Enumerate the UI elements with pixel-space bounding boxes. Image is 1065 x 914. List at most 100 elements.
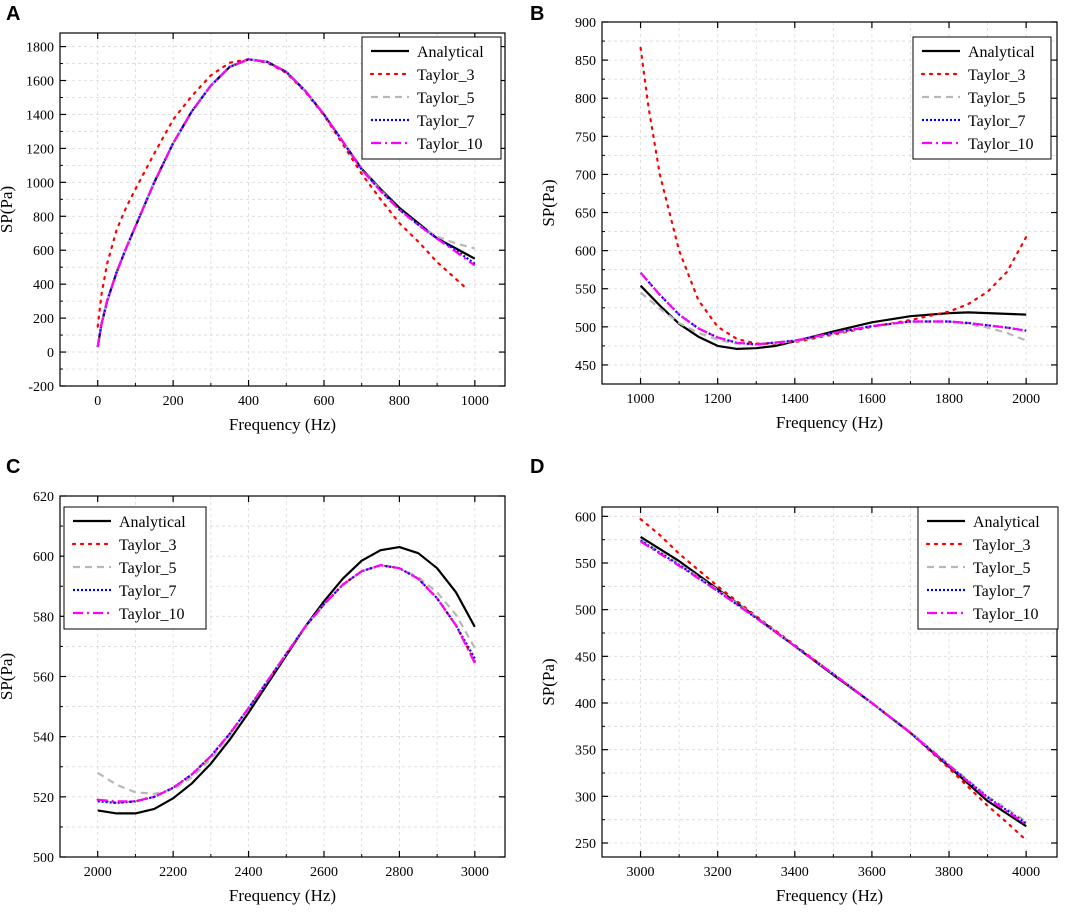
y-tick-label: 450 [575,650,596,665]
x-tick-label: 1200 [704,392,732,407]
x-axis-label: Frequency (Hz) [776,886,883,905]
y-tick-label: -200 [28,380,54,395]
panel-B: B 1000 1200 1400 1600 1800 2000 450 500 550 600 650… [530,3,1058,432]
series-line-taylor-7 [96,58,476,348]
y-axis-label: SP(Pa) [539,179,558,226]
x-tick-label: 200 [163,394,184,409]
y-tick-label: 900 [575,16,596,31]
grid [60,33,505,386]
y-tick-label: 540 [33,731,54,746]
y-tick-label: 750 [575,130,596,145]
legend-label: Taylor_10 [417,136,483,153]
legend-label: Taylor_5 [417,90,475,107]
panel-A: A 0 200 400 600 800 1000 -200 0 200 400 600 800 1000 1… [0,3,506,434]
legend-label: Taylor_3 [119,537,177,554]
y-tick-label: 600 [33,244,54,259]
series-line-taylor-10 [96,58,476,348]
x-tick-label: 1600 [858,392,886,407]
legend-label: Taylor_5 [968,90,1026,107]
legend-label: Taylor_7 [973,583,1031,600]
series-line-taylor-10 [640,540,1027,826]
y-tick-label: 450 [575,359,596,374]
series-line-taylor-7 [640,539,1027,825]
legend-label: Taylor_3 [968,67,1026,84]
legend-label: Analytical [417,44,484,61]
x-tick-label: 3600 [858,865,886,880]
x-tick-label: 4000 [1012,865,1040,880]
x-tick-label: 2000 [84,865,112,880]
x-axis-label: Frequency (Hz) [229,415,336,434]
y-tick-label: 1200 [26,142,54,157]
x-tick-label: 2000 [1012,392,1040,407]
series-group [96,58,476,348]
legend-label: Taylor_10 [973,606,1039,623]
y-tick-label: 400 [33,278,54,293]
legend: Analytical Taylor_3 Taylor_5 Taylor_7 Taylor… [912,36,1052,160]
legend-label: Taylor_7 [417,113,475,130]
y-tick-label: 500 [33,851,54,866]
y-tick-label: 580 [33,610,54,625]
x-tick-label: 800 [389,394,410,409]
legend-label: Analytical [119,514,186,531]
y-tick-label: 400 [575,697,596,712]
y-tick-label: 1000 [26,176,54,191]
x-tick-label: 2800 [385,865,413,880]
x-axis-label: Frequency (Hz) [776,413,883,432]
axes-frame [59,32,506,387]
x-tick-label: 3200 [704,865,732,880]
y-tick-label: 1600 [26,75,54,90]
panel-D: D 3000 3200 3400 3600 3800 4000 250 300 350 400 450… [530,456,1059,905]
legend-label: Analytical [973,514,1040,531]
axes-frame [601,21,1058,385]
y-axis-label: SP(Pa) [0,653,16,700]
series-line-analytical [639,284,1027,350]
x-tick-label: 3000 [627,865,655,880]
series-group [639,46,1028,350]
x-tick-label: 1400 [781,392,809,407]
x-tick-label: 3800 [935,865,963,880]
legend: Analytical Taylor_3 Taylor_5 Taylor_7 Taylor… [63,506,207,630]
series-line-taylor-10 [639,271,1027,346]
legend-label: Taylor_3 [973,537,1031,554]
y-tick-label: 800 [33,210,54,225]
legend: Analytical Taylor_3 Taylor_5 Taylor_7 Taylor… [361,36,502,160]
series-line-taylor-3 [639,46,1028,345]
y-tick-label: 1400 [26,108,54,123]
legend-label: Taylor_5 [973,560,1031,577]
y-tick-label: 600 [33,550,54,565]
legend-label: Taylor_5 [119,560,177,577]
y-tick-label: 550 [575,557,596,572]
y-tick-label: 520 [33,791,54,806]
panel-C: C 2000 2200 2400 2600 2800 3000 500 520 540 560 580… [0,456,506,905]
y-tick-label: 550 [575,283,596,298]
x-axis-label: Frequency (Hz) [229,886,336,905]
y-tick-label: 1800 [26,41,54,56]
y-tick-label: 560 [33,671,54,686]
panel-letter: A [6,3,20,25]
series-group [639,518,1028,842]
y-tick-label: 500 [575,321,596,336]
y-tick-label: 600 [575,510,596,525]
y-tick-label: 650 [575,207,596,222]
legend-label: Taylor_10 [968,136,1034,153]
x-tick-label: 2600 [310,865,338,880]
y-axis-label: SP(Pa) [0,186,16,233]
legend-label: Taylor_10 [119,606,185,623]
x-tick-label: 1800 [935,392,963,407]
y-tick-label: 700 [575,168,596,183]
y-tick-label: 600 [575,245,596,260]
x-tick-label: 2400 [235,865,263,880]
x-tick-label: 3000 [461,865,489,880]
legend-label: Analytical [968,44,1035,61]
x-tick-label: 3400 [781,865,809,880]
x-tick-label: 1000 [461,394,489,409]
legend-label: Taylor_7 [119,583,177,600]
series-line-taylor-10 [97,564,476,803]
y-tick-label: 0 [47,346,54,361]
series-line-taylor-5 [639,291,1027,346]
x-tick-label: 1000 [627,392,655,407]
y-tick-label: 800 [575,92,596,107]
panel-letter: B [530,3,544,25]
y-tick-label: 850 [575,54,596,69]
